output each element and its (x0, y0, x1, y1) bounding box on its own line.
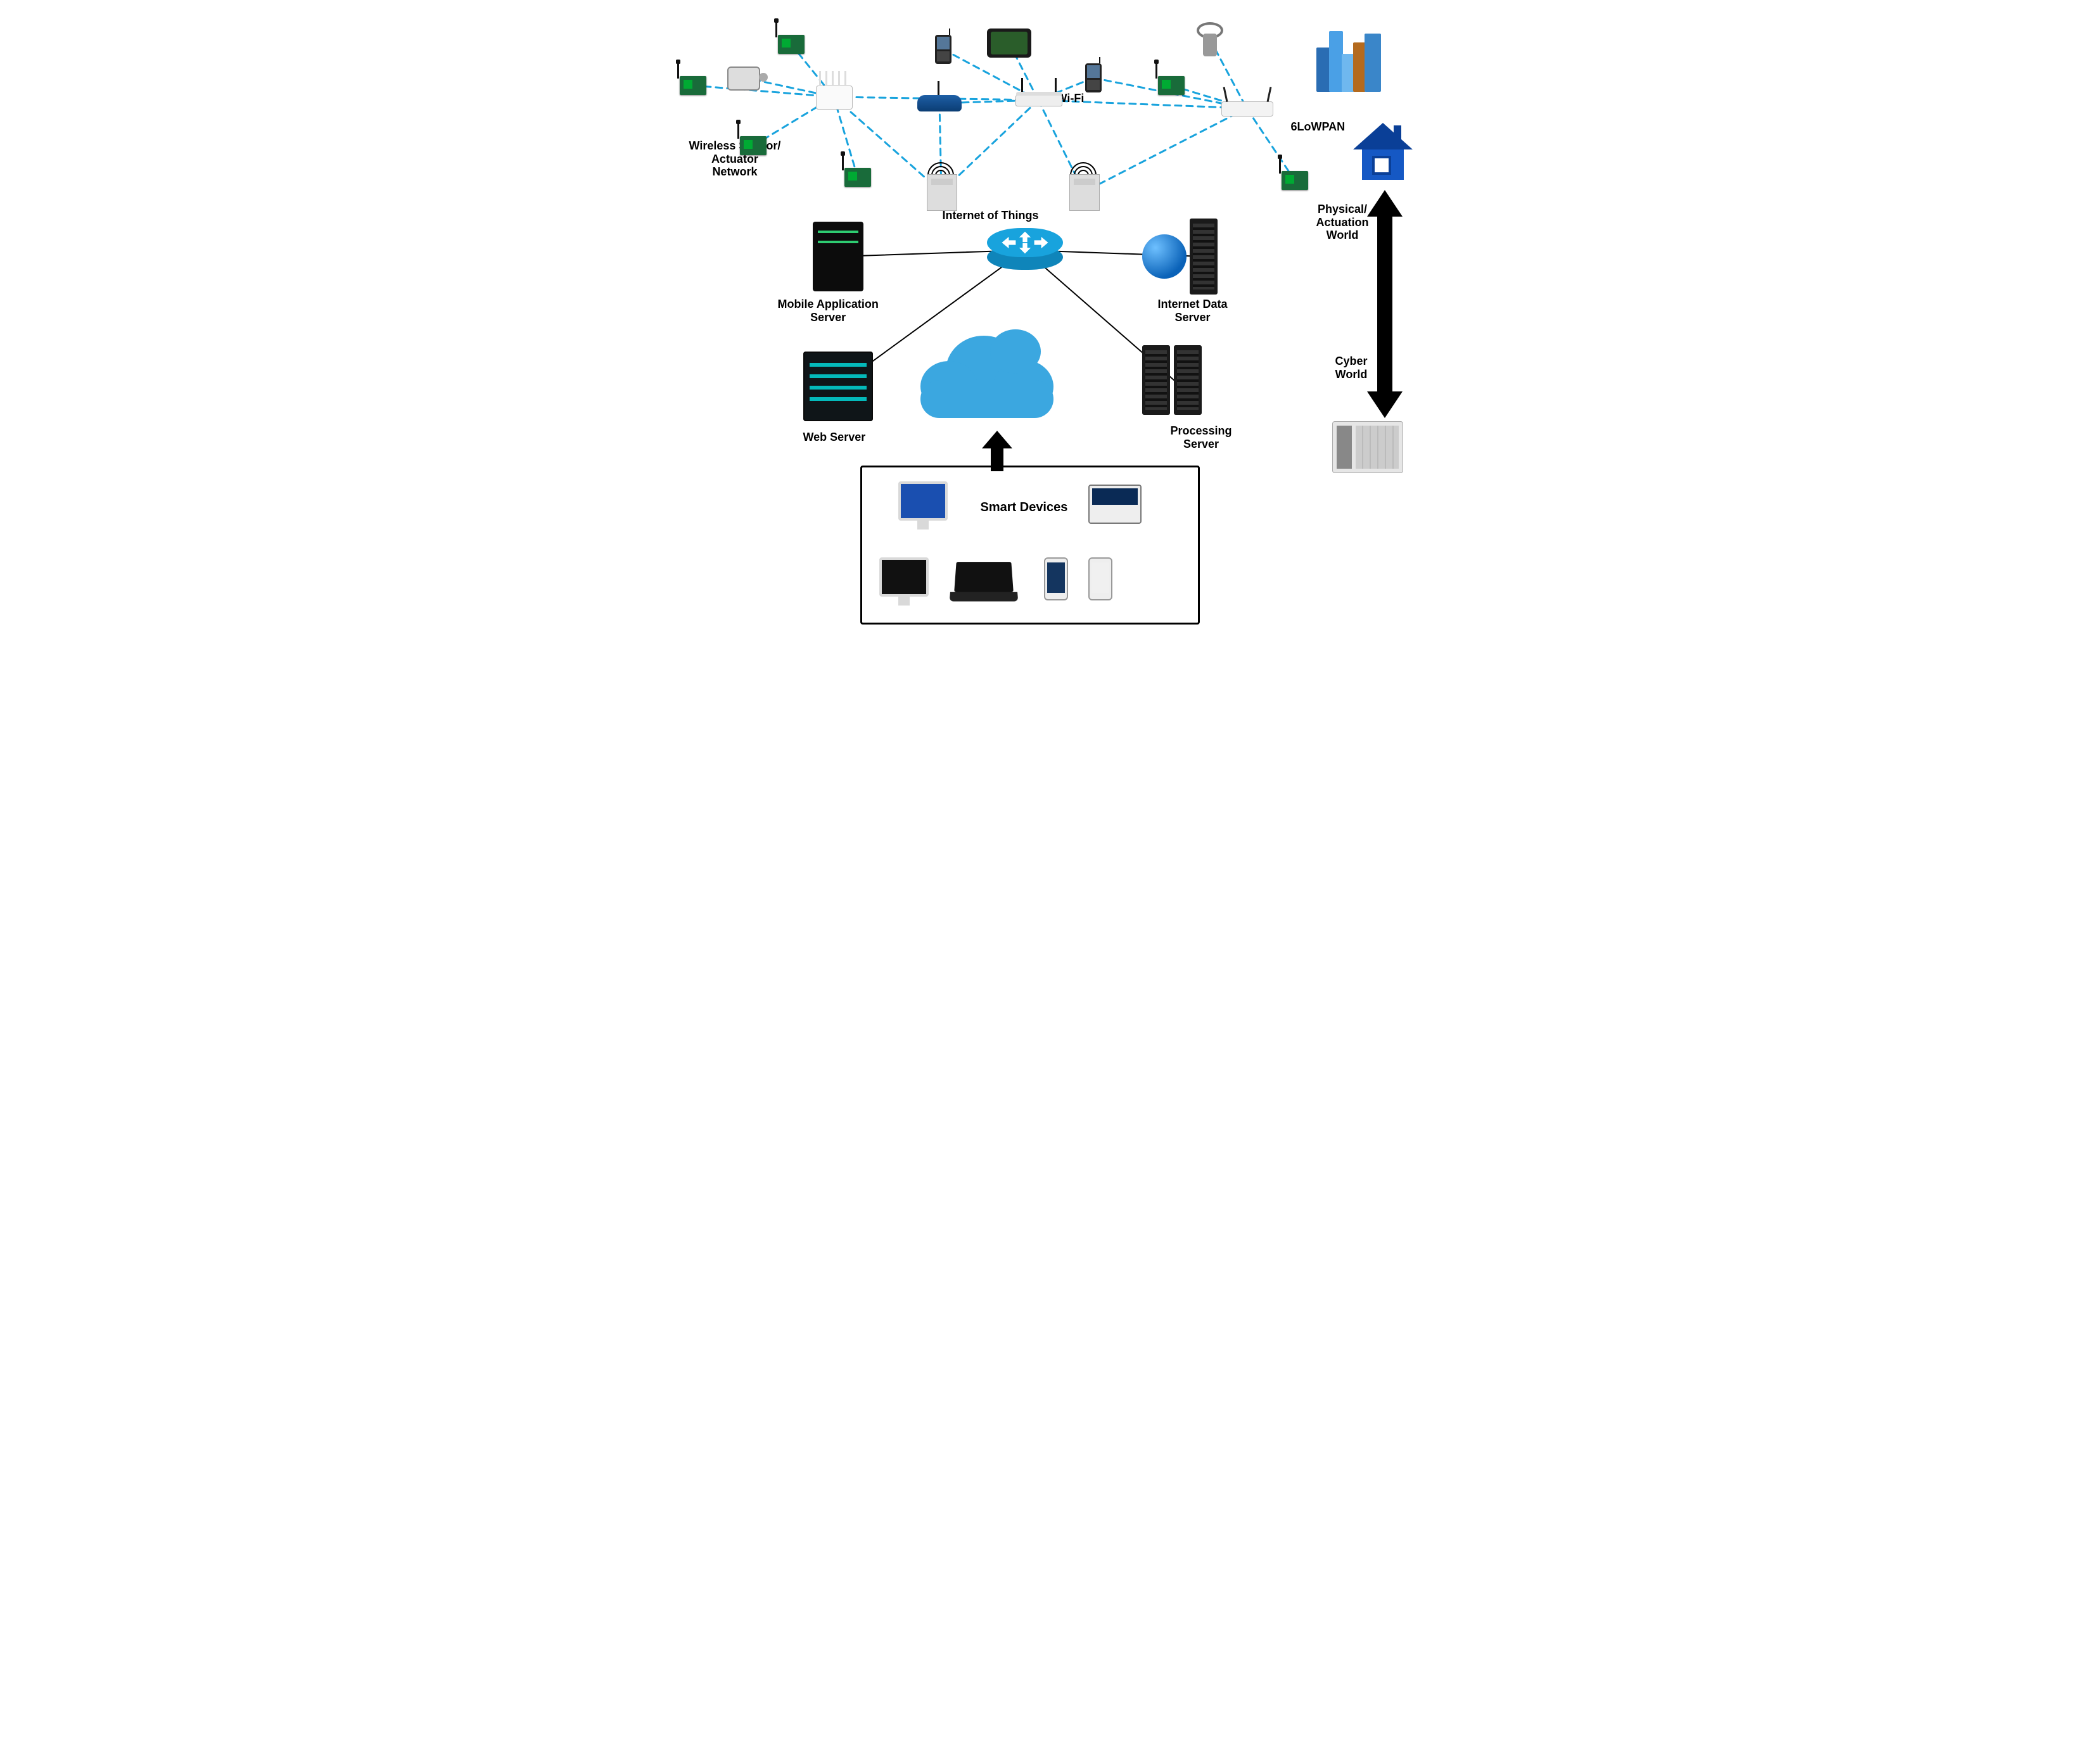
web-server-icon (803, 352, 873, 421)
processing-server-icon (1142, 345, 1206, 418)
router-blue-icon (917, 95, 962, 111)
house-icon (1348, 120, 1418, 187)
label-6lowpan: 6LoWPAN (1291, 120, 1346, 134)
sensor-board-icon (740, 136, 767, 155)
sensor-board-icon (1158, 76, 1185, 95)
mini-laptop-icon (1088, 485, 1142, 524)
access-point-multi-icon (816, 86, 853, 110)
globe-icon (1142, 234, 1187, 279)
label-web: Web Server (803, 431, 866, 444)
label-cyber: Cyber World (1335, 355, 1368, 381)
monitor-off-icon (879, 557, 929, 597)
internet-data-server-icon (1190, 219, 1221, 298)
label-smart-devices: Smart Devices (981, 500, 1068, 515)
city-icon (1316, 29, 1386, 92)
label-iot: Internet of Things (943, 209, 1039, 222)
cloud-icon (920, 329, 1053, 418)
smartphone-white-icon (1088, 557, 1112, 600)
sensor-board-icon (778, 35, 805, 54)
controller-icon (1332, 421, 1403, 473)
valve-actuator-icon (1199, 22, 1221, 56)
core-router-icon (987, 228, 1063, 272)
access-point-flat-icon (1221, 101, 1273, 117)
mobile-app-server-icon (813, 222, 863, 291)
sensor-board-icon (1282, 171, 1308, 190)
camera-icon (727, 67, 760, 91)
monitor-icon (898, 481, 948, 521)
diagram-stage: Wireless Sensor/ Actuator Network Wi-Fi … (670, 0, 1430, 633)
pda-icon (935, 35, 951, 64)
wall-ap-icon (927, 174, 957, 211)
laptop-icon (955, 561, 1012, 592)
label-ids: Internet Data Server (1158, 298, 1228, 324)
pda-icon (1085, 63, 1102, 92)
tablet-icon (987, 29, 1031, 58)
wifi-router-icon (1015, 95, 1062, 106)
sensor-board-icon (680, 76, 706, 95)
label-phys: Physical/ Actuation World (1316, 203, 1369, 242)
label-proc: Processing Server (1171, 424, 1232, 450)
wall-ap-icon (1069, 174, 1100, 211)
label-mas: Mobile Application Server (778, 298, 879, 324)
physical-cyber-arrow-icon (1366, 190, 1404, 421)
sensor-board-icon (844, 168, 871, 187)
smartphone-icon (1044, 557, 1068, 600)
label-wsn: Wireless Sensor/ Actuator Network (689, 139, 781, 179)
